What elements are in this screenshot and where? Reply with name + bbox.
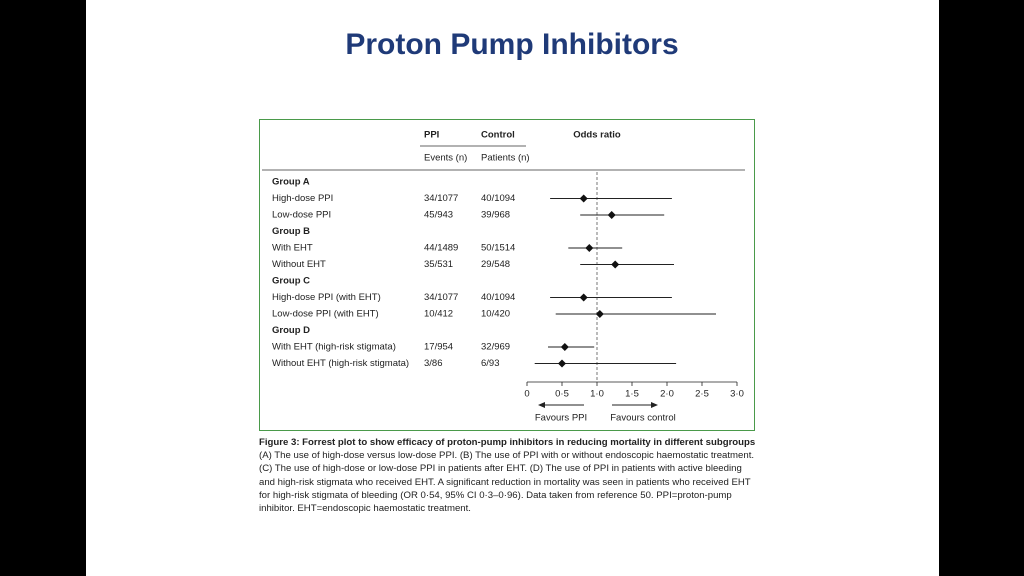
- row-label: High-dose PPI: [272, 193, 333, 204]
- control-patients: 10/420: [481, 309, 510, 320]
- control-patients: 50/1514: [481, 243, 515, 254]
- row-label: Low-dose PPI: [272, 210, 331, 221]
- arrowhead: [651, 402, 658, 408]
- subheader: Patients (n): [481, 153, 530, 164]
- row-label: Low-dose PPI (with EHT): [272, 309, 379, 320]
- ppi-events: 45/943: [424, 210, 453, 221]
- caption-body: (A) The use of high-dose versus low-dose…: [259, 450, 755, 515]
- row-label: Without EHT: [272, 259, 326, 270]
- control-patients: 32/969: [481, 342, 510, 353]
- control-patients: 39/968: [481, 210, 510, 221]
- odds-ratio-point: [560, 343, 569, 351]
- odds-ratio-point: [607, 211, 616, 219]
- x-tick-label: 2·0: [660, 389, 674, 400]
- slide-title: Proton Pump Inhibitors: [345, 28, 679, 61]
- x-tick-label: 1·5: [625, 389, 639, 400]
- x-tick-label: 1·0: [590, 389, 604, 400]
- row-label: With EHT (high-risk stigmata): [272, 342, 396, 353]
- header: Odds ratio: [573, 130, 621, 141]
- x-tick-label: 3·0: [730, 389, 744, 400]
- ppi-events: 17/954: [424, 342, 453, 353]
- ppi-events: 3/86: [424, 358, 443, 369]
- ppi-events: 34/1077: [424, 292, 458, 303]
- control-patients: 6/93: [481, 358, 500, 369]
- row-label: Without EHT (high-risk stigmata): [272, 358, 409, 369]
- group-label: Group D: [272, 325, 310, 336]
- favours-left: Favours PPI: [535, 413, 587, 424]
- figure-border: [259, 119, 755, 431]
- odds-ratio-point: [585, 244, 594, 252]
- control-patients: 29/548: [481, 259, 510, 270]
- ppi-events: 35/531: [424, 259, 453, 270]
- x-tick-label: 0: [524, 389, 529, 400]
- header: PPI: [424, 130, 439, 141]
- odds-ratio-point: [611, 260, 620, 269]
- ppi-events: 34/1077: [424, 193, 458, 204]
- row-label: High-dose PPI (with EHT): [272, 292, 381, 303]
- subheader: Events (n): [424, 153, 467, 164]
- control-patients: 40/1094: [481, 193, 515, 204]
- odds-ratio-point: [595, 310, 604, 318]
- ppi-events: 10/412: [424, 309, 453, 320]
- caption: Figure 3: Forrest plot to show efficacy …: [259, 436, 759, 515]
- group-label: Group C: [272, 276, 310, 287]
- row-label: With EHT: [272, 243, 313, 254]
- header: Control: [481, 130, 515, 141]
- caption-title: Figure 3: Forrest plot to show efficacy …: [259, 437, 756, 448]
- odds-ratio-point: [558, 359, 566, 368]
- favours-right: Favours control: [610, 413, 675, 424]
- odds-ratio-point: [579, 194, 588, 203]
- group-label: Group A: [272, 177, 310, 188]
- slide: [86, 0, 939, 576]
- x-tick-label: 2·5: [695, 389, 709, 400]
- odds-ratio-point: [579, 293, 588, 302]
- x-tick-label: 0·5: [555, 389, 569, 400]
- group-label: Group B: [272, 226, 310, 237]
- control-patients: 40/1094: [481, 292, 515, 303]
- ppi-events: 44/1489: [424, 243, 458, 254]
- arrowhead: [538, 402, 545, 408]
